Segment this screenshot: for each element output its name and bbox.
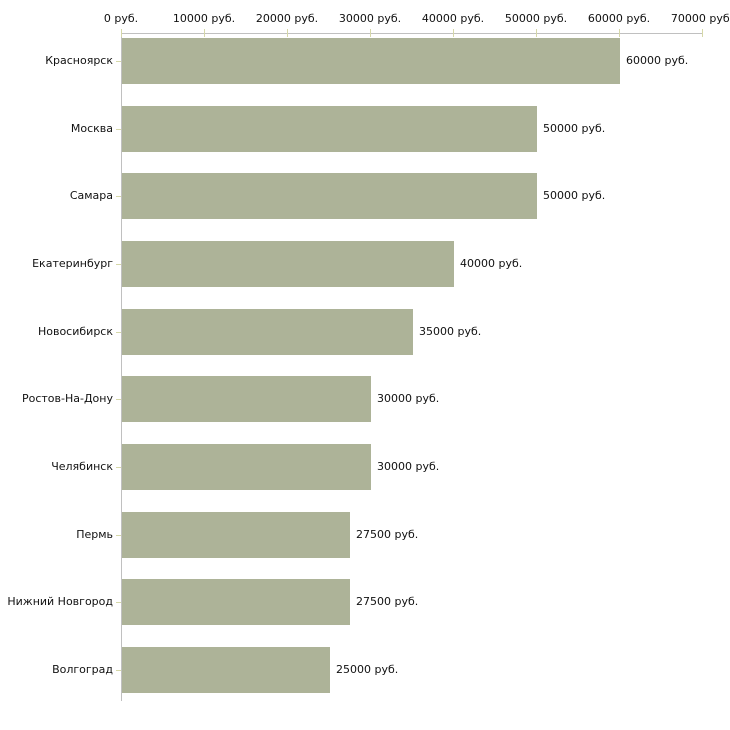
- x-axis-tick-label: 40000 руб.: [421, 12, 485, 25]
- bar: [122, 579, 350, 625]
- bar-value-label: 27500 руб.: [356, 528, 419, 541]
- category-tick: [116, 196, 121, 197]
- x-axis-tick: [619, 29, 620, 37]
- x-axis-tick-label: 50000 руб.: [504, 12, 568, 25]
- category-tick: [116, 264, 121, 265]
- category-label: Самара: [69, 189, 113, 202]
- x-axis-tick: [453, 29, 454, 37]
- bar-value-label: 30000 руб.: [377, 392, 440, 405]
- x-axis-tick-label: 0 руб.: [103, 12, 139, 25]
- category-tick: [116, 602, 121, 603]
- x-axis-tick-label: 60000 руб.: [587, 12, 651, 25]
- x-axis-tick: [121, 29, 122, 37]
- category-tick: [116, 129, 121, 130]
- bar: [122, 647, 330, 693]
- category-label: Новосибирск: [37, 325, 113, 338]
- category-label: Красноярск: [45, 54, 113, 67]
- category-label: Челябинск: [51, 460, 113, 473]
- category-label: Москва: [70, 122, 113, 135]
- category-label: Екатеринбург: [32, 257, 113, 270]
- bar: [122, 38, 620, 84]
- category-label: Нижний Новгород: [7, 595, 113, 608]
- bar-value-label: 40000 руб.: [460, 257, 523, 270]
- bar: [122, 309, 413, 355]
- x-axis-tick: [536, 29, 537, 37]
- bar-value-label: 27500 руб.: [356, 595, 419, 608]
- x-axis-line: [121, 33, 702, 34]
- x-axis-tick-label: 30000 руб.: [338, 12, 402, 25]
- x-axis-tick: [287, 29, 288, 37]
- x-axis-tick-label: 10000 руб.: [172, 12, 236, 25]
- category-tick: [116, 61, 121, 62]
- bar: [122, 241, 454, 287]
- x-axis-tick: [370, 29, 371, 37]
- bar: [122, 106, 537, 152]
- bar-value-label: 25000 руб.: [336, 663, 399, 676]
- category-tick: [116, 467, 121, 468]
- category-tick: [116, 535, 121, 536]
- bar-value-label: 50000 руб.: [543, 122, 606, 135]
- category-label: Волгоград: [52, 663, 113, 676]
- x-axis-tick-label: 20000 руб.: [255, 12, 319, 25]
- x-axis-tick-label: 70000 руб.: [670, 12, 730, 25]
- y-axis-line: [121, 33, 122, 701]
- bar-value-label: 60000 руб.: [626, 54, 689, 67]
- x-axis-tick: [702, 29, 703, 37]
- x-axis-tick: [204, 29, 205, 37]
- bar-value-label: 35000 руб.: [419, 325, 482, 338]
- category-tick: [116, 332, 121, 333]
- bar: [122, 512, 350, 558]
- bar-value-label: 30000 руб.: [377, 460, 440, 473]
- bar: [122, 376, 371, 422]
- bar-value-label: 50000 руб.: [543, 189, 606, 202]
- bar: [122, 444, 371, 490]
- category-tick: [116, 670, 121, 671]
- bar: [122, 173, 537, 219]
- category-label: Пермь: [76, 528, 113, 541]
- category-label: Ростов-На-Дону: [21, 392, 113, 405]
- category-tick: [116, 399, 121, 400]
